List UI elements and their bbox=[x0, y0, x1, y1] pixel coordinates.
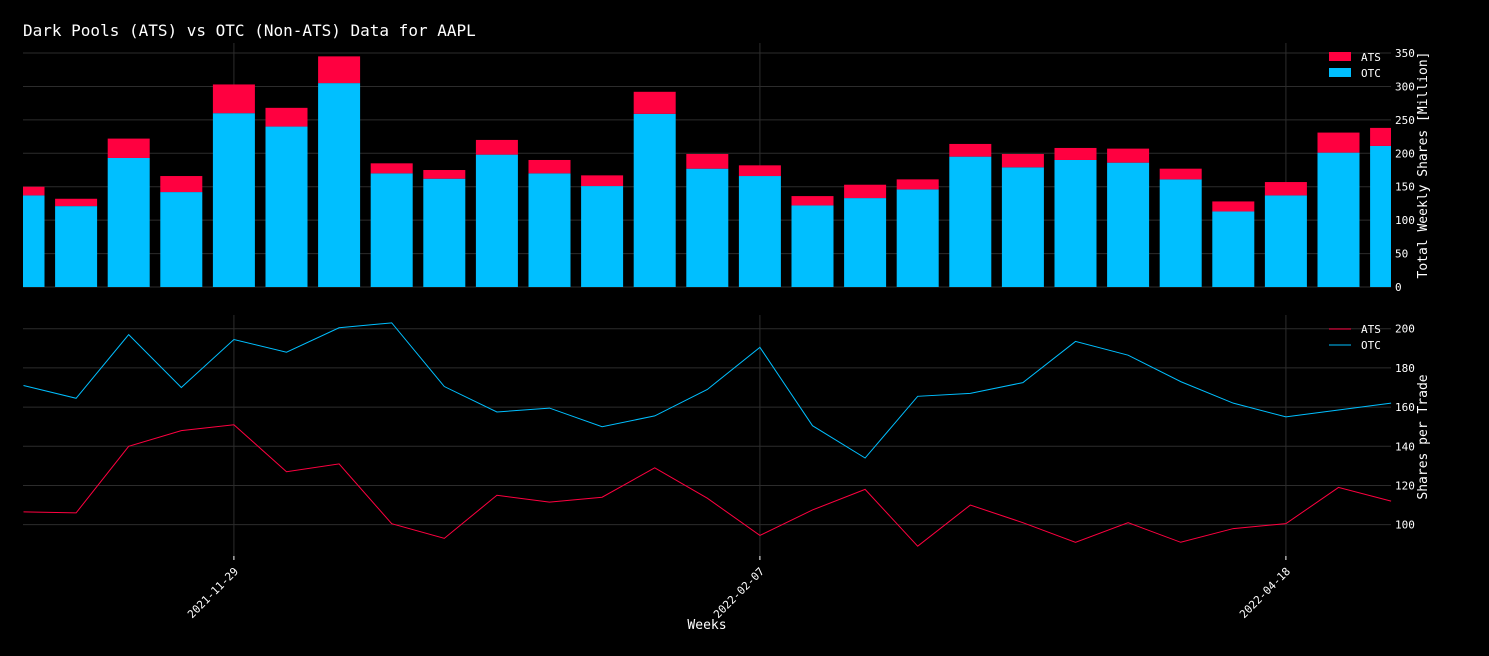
y-tick-label-top: 0 bbox=[1395, 281, 1402, 294]
bars-group bbox=[23, 56, 1391, 287]
legend-label-ats-bottom: ATS bbox=[1361, 323, 1381, 336]
bar-otc bbox=[581, 186, 624, 287]
bar-otc bbox=[423, 178, 466, 287]
bar-otc bbox=[1317, 152, 1360, 287]
bar-otc bbox=[1159, 179, 1202, 287]
bar-otc bbox=[1264, 195, 1307, 287]
y-tick-label-top: 150 bbox=[1395, 181, 1415, 194]
y-tick-label-bottom: 120 bbox=[1395, 479, 1415, 492]
bar-ats bbox=[633, 91, 676, 114]
bar-ats bbox=[1107, 148, 1150, 163]
bar-otc bbox=[686, 168, 729, 287]
bar-ats bbox=[160, 176, 203, 193]
bar-ats bbox=[23, 186, 45, 196]
bar-otc bbox=[370, 173, 413, 287]
bar-otc bbox=[1212, 211, 1255, 287]
y-tick-label-bottom: 140 bbox=[1395, 440, 1415, 453]
bar-otc bbox=[23, 195, 45, 287]
legend-label-ats-top: ATS bbox=[1361, 51, 1381, 64]
bar-ats bbox=[949, 143, 992, 157]
bar-ats bbox=[212, 84, 255, 114]
chart-title: Dark Pools (ATS) vs OTC (Non-ATS) Data f… bbox=[23, 21, 476, 40]
line-ats bbox=[23, 424, 1392, 547]
bar-otc bbox=[475, 154, 518, 287]
bar-otc bbox=[528, 173, 571, 287]
y-tick-label-top: 250 bbox=[1395, 114, 1415, 127]
bar-ats bbox=[423, 170, 466, 179]
legend-label-otc-bottom: OTC bbox=[1361, 339, 1381, 352]
y-axis-label-bottom: Shares per Trade bbox=[1416, 374, 1431, 499]
bar-ats bbox=[1264, 182, 1307, 196]
x-tick-label: 2022-02-07 bbox=[711, 565, 767, 621]
y-tick-label-top: 200 bbox=[1395, 147, 1415, 160]
bar-ats bbox=[107, 138, 150, 158]
y-tick-label-bottom: 160 bbox=[1395, 401, 1415, 414]
bar-ats bbox=[370, 163, 413, 174]
line-otc bbox=[23, 322, 1392, 459]
legend-label-otc-top: OTC bbox=[1361, 67, 1381, 80]
bar-ats bbox=[1317, 132, 1360, 153]
bar-otc bbox=[949, 156, 992, 287]
bar-ats bbox=[1370, 127, 1391, 146]
x-tick-label: 2022-04-18 bbox=[1237, 565, 1293, 621]
bar-otc bbox=[265, 126, 308, 287]
bar-ats bbox=[738, 165, 781, 177]
bar-ats bbox=[791, 196, 834, 206]
y-tick-label-top: 100 bbox=[1395, 214, 1415, 227]
x-tick-label: 2021-11-29 bbox=[185, 565, 241, 621]
legend-swatch-otc-top bbox=[1329, 68, 1351, 77]
bar-otc bbox=[55, 206, 98, 287]
bar-ats bbox=[844, 184, 887, 199]
bar-otc bbox=[318, 83, 361, 287]
bar-ats bbox=[55, 198, 98, 207]
y-tick-label-bottom: 100 bbox=[1395, 519, 1415, 532]
bar-otc bbox=[1107, 162, 1150, 287]
bar-ats bbox=[318, 56, 361, 84]
y-tick-label-top: 50 bbox=[1395, 248, 1408, 261]
bar-otc bbox=[1370, 145, 1391, 287]
bar-ats bbox=[1212, 201, 1255, 212]
bar-otc bbox=[107, 157, 150, 287]
bar-ats bbox=[581, 175, 624, 187]
y-tick-label-bottom: 200 bbox=[1395, 323, 1415, 336]
bar-ats bbox=[475, 139, 518, 155]
bar-otc bbox=[160, 192, 203, 287]
legend-swatch-ats-top bbox=[1329, 52, 1351, 61]
x-axis-label: Weeks bbox=[687, 618, 726, 633]
bar-ats bbox=[896, 179, 939, 190]
y-tick-label-top: 350 bbox=[1395, 47, 1415, 60]
bar-otc bbox=[633, 113, 676, 287]
bar-ats bbox=[528, 159, 571, 174]
bar-otc bbox=[844, 198, 887, 287]
y-tick-label-top: 300 bbox=[1395, 80, 1415, 93]
bar-otc bbox=[896, 189, 939, 287]
y-tick-label-bottom: 180 bbox=[1395, 362, 1415, 375]
bar-otc bbox=[1054, 159, 1097, 287]
bar-ats bbox=[686, 153, 729, 169]
bar-otc bbox=[212, 113, 255, 287]
bar-ats bbox=[1001, 153, 1044, 168]
bar-ats bbox=[1054, 147, 1097, 160]
bar-otc bbox=[791, 205, 834, 287]
bar-otc bbox=[738, 176, 781, 287]
y-axis-label-top: Total Weekly Shares [Million] bbox=[1416, 52, 1431, 279]
bar-otc bbox=[1001, 167, 1044, 287]
bar-ats bbox=[1159, 168, 1202, 180]
bar-ats bbox=[265, 107, 308, 127]
